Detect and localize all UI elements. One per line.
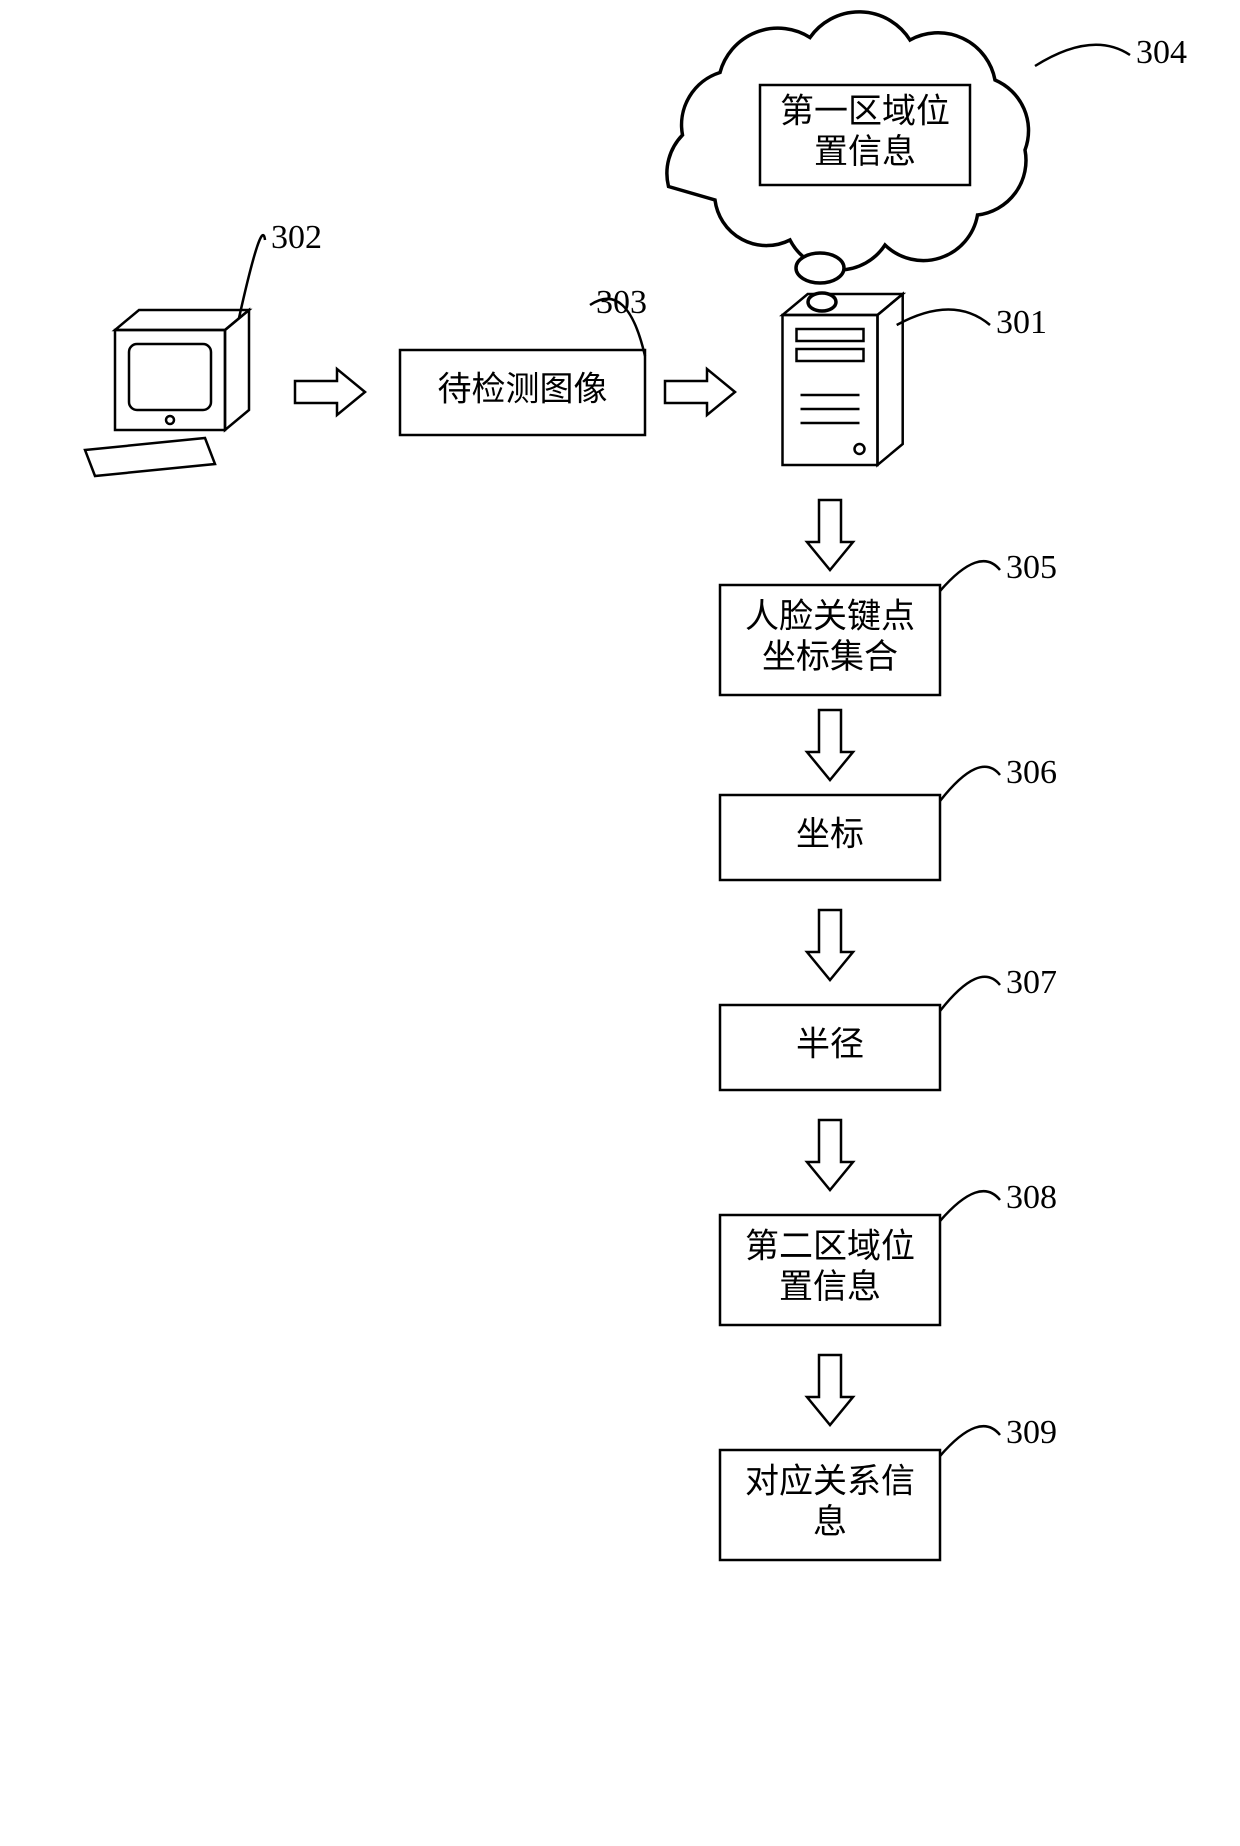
ref-number: 305 xyxy=(1006,549,1057,586)
box-label: 第二区域位 xyxy=(745,1227,915,1265)
box-label: 息 xyxy=(813,1503,847,1541)
box-label: 人脸关键点 xyxy=(745,597,915,635)
arrow xyxy=(807,910,853,980)
box-label: 待检测图像 xyxy=(438,370,608,408)
cloud: 第一区域位置信息 xyxy=(667,12,1029,270)
arrow xyxy=(807,1120,853,1190)
arrow xyxy=(807,500,853,570)
server-icon xyxy=(783,294,903,465)
arrow xyxy=(807,710,853,780)
box-second_region: 第二区域位置信息 xyxy=(720,1215,940,1325)
leader-line xyxy=(1035,45,1130,66)
arrow xyxy=(807,1355,853,1425)
leader-line xyxy=(940,767,1000,801)
monitor-icon xyxy=(85,310,249,476)
ref-number: 308 xyxy=(1006,1179,1057,1216)
ref-number: 302 xyxy=(271,219,322,256)
cloud-box-label: 第一区域位 xyxy=(780,92,950,130)
box-label: 半径 xyxy=(796,1025,864,1063)
leader-line xyxy=(940,1191,1000,1221)
box-label: 对应关系信 xyxy=(745,1462,915,1500)
ref-number: 306 xyxy=(1006,754,1057,791)
ref-number: 307 xyxy=(1006,964,1057,1001)
box-label: 置信息 xyxy=(779,1268,881,1306)
box-label: 坐标 xyxy=(796,815,864,853)
box-image_to_detect: 待检测图像 xyxy=(400,350,645,435)
leader-line xyxy=(940,977,1000,1011)
box-face_keypoints: 人脸关键点坐标集合 xyxy=(720,585,940,695)
cloud-tail-bubble xyxy=(808,293,836,311)
box-coordinates: 坐标 xyxy=(720,795,940,880)
ref-number: 304 xyxy=(1136,34,1187,71)
leader-line xyxy=(897,310,990,326)
arrow xyxy=(295,369,365,415)
box-correspondence: 对应关系信息 xyxy=(720,1450,940,1560)
ref-number: 309 xyxy=(1006,1414,1057,1451)
ref-number: 303 xyxy=(596,284,647,321)
leader-line xyxy=(940,1426,1000,1456)
ref-number: 301 xyxy=(996,304,1047,341)
box-label: 坐标集合 xyxy=(762,638,898,676)
cloud-box-label: 置信息 xyxy=(814,133,916,171)
arrow xyxy=(665,369,735,415)
leader-line xyxy=(940,561,1000,591)
leader-line xyxy=(239,235,265,318)
cloud-tail-bubble xyxy=(796,253,844,283)
box-radius: 半径 xyxy=(720,1005,940,1090)
